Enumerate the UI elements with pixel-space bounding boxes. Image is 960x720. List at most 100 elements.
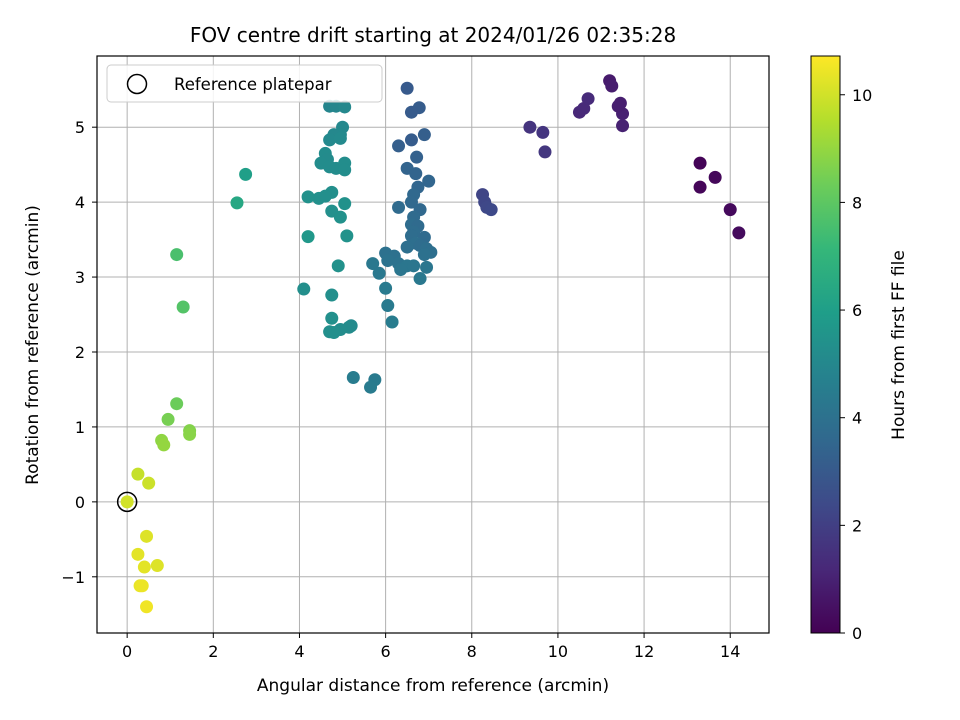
data-point bbox=[318, 189, 332, 203]
data-point bbox=[333, 210, 347, 224]
data-point bbox=[131, 547, 145, 561]
data-point bbox=[340, 229, 354, 243]
chart-title: FOV centre drift starting at 2024/01/26 … bbox=[190, 23, 676, 47]
data-point bbox=[161, 412, 175, 426]
data-point bbox=[708, 170, 722, 184]
reference-marker-layer bbox=[116, 491, 138, 513]
y-axis-label: Rotation from reference (arcmin) bbox=[23, 205, 43, 485]
data-point bbox=[732, 226, 746, 240]
data-point bbox=[230, 196, 244, 210]
data-point bbox=[404, 195, 418, 209]
data-point bbox=[392, 200, 406, 214]
data-point bbox=[333, 131, 347, 145]
data-points bbox=[120, 74, 746, 614]
colorbar-tick-label: 0 bbox=[852, 624, 862, 643]
data-point bbox=[379, 281, 393, 295]
data-point bbox=[409, 167, 423, 181]
data-point bbox=[140, 600, 154, 614]
y-axis-ticks: −1 0 1 2 3 4 5 bbox=[61, 118, 97, 587]
x-tick-label: 2 bbox=[208, 642, 218, 661]
data-point bbox=[131, 467, 145, 481]
data-point bbox=[392, 139, 406, 153]
data-point bbox=[723, 203, 737, 217]
x-tick-label: 10 bbox=[548, 642, 568, 661]
data-point bbox=[135, 579, 149, 593]
data-point bbox=[381, 254, 395, 268]
data-point bbox=[325, 288, 339, 302]
reference-platepar-marker bbox=[116, 491, 138, 513]
data-point bbox=[577, 101, 591, 115]
y-tick-label: −1 bbox=[61, 568, 85, 587]
data-point bbox=[605, 79, 619, 93]
data-point bbox=[140, 529, 154, 543]
data-point bbox=[346, 370, 360, 384]
y-tick-label: 1 bbox=[75, 418, 85, 437]
data-point bbox=[170, 248, 184, 262]
data-point bbox=[616, 119, 630, 133]
x-axis-ticks: 0 2 4 6 8 10 12 14 bbox=[122, 633, 740, 661]
data-point bbox=[150, 559, 164, 573]
data-point bbox=[404, 133, 418, 147]
data-point bbox=[176, 300, 190, 314]
data-point bbox=[239, 167, 253, 181]
data-point bbox=[183, 427, 197, 441]
x-tick-label: 0 bbox=[122, 642, 132, 661]
y-tick-label: 3 bbox=[75, 268, 85, 287]
data-point bbox=[413, 272, 427, 286]
data-point bbox=[407, 259, 421, 273]
data-point bbox=[693, 180, 707, 194]
colorbar-tick-label: 6 bbox=[852, 301, 862, 320]
data-point bbox=[364, 380, 378, 394]
data-point bbox=[120, 495, 134, 509]
grid-lines bbox=[97, 56, 769, 633]
data-point bbox=[372, 266, 386, 280]
colorbar-ticks: 0 2 4 6 8 10 bbox=[840, 86, 872, 643]
x-axis-label: Angular distance from reference (arcmin) bbox=[257, 676, 609, 696]
legend-reference-marker bbox=[126, 73, 148, 95]
data-point bbox=[693, 156, 707, 170]
data-point bbox=[301, 190, 315, 204]
x-tick-label: 14 bbox=[720, 642, 740, 661]
data-point bbox=[157, 438, 171, 452]
data-point bbox=[400, 81, 414, 95]
y-tick-label: 0 bbox=[75, 493, 85, 512]
y-tick-label: 5 bbox=[75, 118, 85, 137]
data-point bbox=[484, 203, 498, 217]
data-point bbox=[137, 560, 151, 574]
data-point bbox=[366, 257, 380, 271]
data-point bbox=[385, 315, 399, 329]
legend-label-reference: Reference platepar bbox=[174, 75, 332, 94]
x-tick-label: 12 bbox=[634, 642, 654, 661]
colorbar-tick-label: 8 bbox=[852, 193, 862, 212]
data-point bbox=[400, 240, 414, 254]
data-point bbox=[323, 133, 337, 147]
y-tick-label: 4 bbox=[75, 193, 85, 212]
legend: Reference platepar bbox=[106, 64, 383, 103]
data-point bbox=[420, 260, 434, 274]
data-point bbox=[381, 299, 395, 313]
data-point bbox=[338, 163, 352, 177]
data-point bbox=[170, 397, 184, 411]
x-tick-label: 4 bbox=[294, 642, 304, 661]
data-point bbox=[297, 282, 311, 296]
data-point bbox=[338, 100, 352, 114]
x-tick-label: 8 bbox=[467, 642, 477, 661]
colorbar-label: Hours from first FF file bbox=[889, 250, 909, 440]
colorbar-tick-label: 10 bbox=[852, 86, 872, 105]
data-point bbox=[301, 230, 315, 244]
data-point bbox=[581, 92, 595, 106]
data-point bbox=[422, 174, 436, 188]
data-point bbox=[325, 311, 339, 325]
colorbar bbox=[810, 55, 841, 634]
data-point bbox=[536, 125, 550, 139]
data-point bbox=[327, 326, 341, 340]
data-point bbox=[417, 248, 431, 262]
y-tick-label: 2 bbox=[75, 343, 85, 362]
data-point bbox=[331, 259, 345, 273]
data-point bbox=[338, 197, 352, 211]
data-point bbox=[538, 145, 552, 159]
colorbar-tick-label: 4 bbox=[852, 409, 862, 428]
plot-frame bbox=[96, 55, 770, 634]
data-point bbox=[394, 263, 408, 277]
